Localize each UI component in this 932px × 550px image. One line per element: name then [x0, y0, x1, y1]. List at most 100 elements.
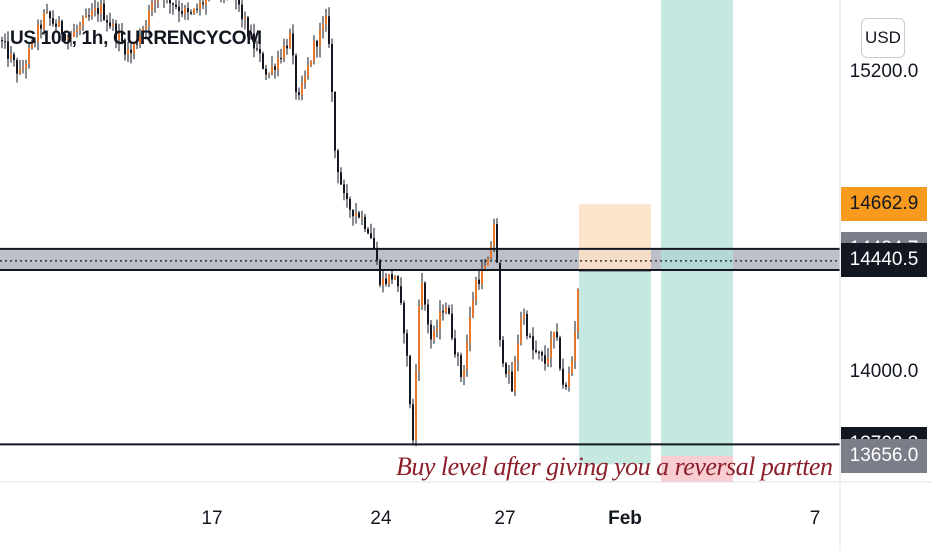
candle-body — [52, 18, 54, 24]
candle-body — [85, 15, 87, 18]
candle-body — [517, 343, 519, 362]
zones-layer — [0, 0, 840, 482]
candle-body — [34, 41, 36, 43]
candle-body — [442, 311, 444, 313]
candle-body — [16, 60, 18, 74]
candle-body — [97, 8, 99, 15]
candle-body — [307, 65, 309, 77]
candle-body — [367, 229, 369, 234]
projection-stop-zone — [661, 456, 733, 482]
candle-body — [343, 184, 345, 194]
candle-body — [349, 198, 351, 210]
candle-body — [76, 29, 78, 32]
candle-body — [562, 368, 564, 385]
candle-body — [250, 33, 252, 37]
candle-body — [13, 54, 15, 61]
candle-body — [376, 249, 378, 261]
projection-target-zone — [661, 0, 733, 456]
candle-body — [271, 66, 273, 74]
candle-body — [103, 3, 105, 21]
candle-body — [472, 300, 474, 318]
currency-button[interactable]: USD — [861, 18, 905, 58]
candle-body — [64, 34, 66, 41]
candle-body — [184, 8, 186, 14]
candle-body — [109, 22, 111, 27]
candle-body — [487, 258, 489, 266]
annotation-note: Buy level after giving you a reversal pa… — [396, 452, 833, 481]
candle-body — [43, 12, 45, 29]
candle-body — [136, 43, 138, 45]
candle-body — [88, 15, 90, 17]
candle-body — [277, 57, 279, 70]
candle-body — [304, 76, 306, 84]
candle-body — [547, 357, 549, 364]
candle-body — [352, 209, 354, 217]
candle-body — [298, 92, 300, 95]
candle-body — [529, 335, 531, 337]
candle-body — [196, 8, 198, 10]
candle-body — [541, 352, 543, 356]
candle-body — [157, 0, 159, 2]
candle-body — [448, 307, 450, 314]
levels-layer — [0, 247, 840, 446]
candle-body — [475, 279, 477, 301]
candle-body — [67, 36, 69, 41]
candle-body — [193, 8, 195, 14]
candle-body — [451, 313, 453, 339]
candle-body — [10, 54, 12, 59]
candle-body — [115, 23, 117, 41]
candle-body — [313, 40, 315, 61]
candle-body — [382, 278, 384, 286]
candle-body — [577, 289, 579, 332]
candle-body — [205, 0, 207, 5]
candle-body — [256, 48, 258, 50]
candle-body — [175, 4, 177, 7]
candle-body — [394, 276, 396, 280]
candle-body — [55, 23, 57, 27]
candle-body — [262, 53, 264, 69]
x-tick-label: 27 — [494, 508, 515, 529]
candle-body — [238, 0, 240, 5]
candle-body — [340, 172, 342, 185]
candle-body — [247, 17, 249, 37]
candle-body — [445, 307, 447, 313]
candle-body — [439, 311, 441, 329]
candle-body — [106, 20, 108, 23]
candle-body — [493, 224, 495, 246]
x-tick-label: 24 — [370, 508, 392, 529]
candle-body — [286, 45, 288, 49]
candle-body — [91, 10, 93, 17]
candle-body — [4, 41, 6, 43]
candle-body — [406, 333, 408, 356]
candle-body — [148, 10, 150, 27]
candle-body — [454, 338, 456, 355]
candle-body — [319, 29, 321, 47]
candles-layer — [1, 0, 579, 447]
candle-body — [22, 68, 24, 70]
candle-body — [292, 33, 294, 56]
candle-body — [94, 8, 96, 11]
candle-body — [484, 265, 486, 269]
candle-body — [460, 355, 462, 378]
candle-body — [100, 3, 102, 15]
candle-body — [379, 260, 381, 286]
candle-body — [142, 28, 144, 37]
candle-body — [565, 384, 567, 387]
candle-body — [181, 11, 183, 14]
candle-body — [400, 286, 402, 303]
candle-body — [322, 24, 324, 30]
candle-body — [433, 331, 435, 340]
candle-body — [346, 193, 348, 199]
candle-body — [409, 355, 411, 405]
candle-body — [499, 262, 501, 340]
candle-body — [466, 342, 468, 370]
candle-body — [430, 324, 432, 340]
candle-body — [199, 2, 201, 10]
candle-body — [49, 11, 51, 19]
candle-body — [469, 317, 471, 343]
price-tag: 14440.5 — [841, 242, 927, 277]
candle-body — [388, 274, 390, 285]
candle-body — [478, 279, 480, 285]
